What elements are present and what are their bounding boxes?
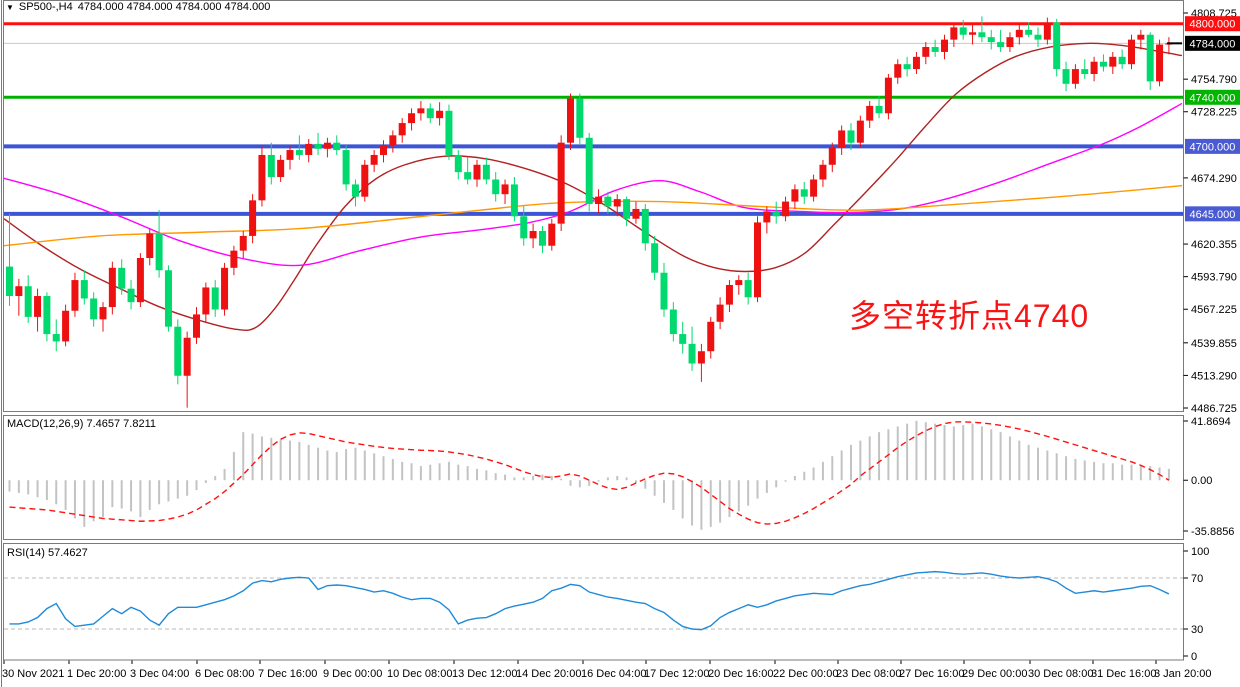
svg-text:22 Dec 00:00: 22 Dec 00:00 (773, 668, 838, 680)
candles-layer (6, 16, 1173, 408)
svg-text:4674.290: 4674.290 (1191, 173, 1237, 185)
macd-signal-line (9, 421, 1170, 525)
svg-text:4784.000: 4784.000 (1190, 38, 1236, 50)
rsi-panel[interactable] (4, 570, 1183, 631)
svg-text:20 Dec 16:00: 20 Dec 16:00 (708, 668, 773, 680)
svg-text:17 Dec 12:00: 17 Dec 12:00 (644, 668, 709, 680)
price-badge-4800.000 (1185, 16, 1240, 32)
svg-text:0.00: 0.00 (1191, 475, 1212, 487)
price-badge-4784.000 (1185, 35, 1240, 51)
price-badge-4645.000 (1185, 206, 1240, 222)
price-badge-4700.000 (1185, 138, 1240, 154)
svg-text:4754.790: 4754.790 (1191, 74, 1237, 86)
svg-text:4567.225: 4567.225 (1191, 304, 1237, 316)
svg-text:4800.000: 4800.000 (1190, 19, 1236, 31)
ma-fast (4, 42, 1183, 331)
symbol-dropdown-icon[interactable]: ▼ (6, 2, 14, 12)
ohlc-values: 4784.000 4784.000 4784.000 4784.000 (77, 1, 271, 13)
svg-text:4593.790: 4593.790 (1191, 272, 1237, 284)
chart-annotation[interactable]: 多空转折点4740 (849, 298, 1090, 334)
svg-text:4620.355: 4620.355 (1191, 239, 1237, 251)
svg-text:9 Dec 00:00: 9 Dec 00:00 (323, 668, 382, 680)
svg-text:41.8694: 41.8694 (1191, 416, 1231, 428)
svg-text:23 Dec 08:00: 23 Dec 08:00 (836, 668, 901, 680)
price-badge-4740.000 (1185, 89, 1240, 105)
svg-text:-35.8856: -35.8856 (1191, 526, 1234, 538)
svg-text:100: 100 (1191, 546, 1209, 558)
svg-text:1 Dec 20:00: 1 Dec 20:00 (67, 668, 126, 680)
svg-text:4728.225: 4728.225 (1191, 107, 1237, 119)
svg-text:70: 70 (1191, 573, 1203, 585)
svg-text:4486.725: 4486.725 (1191, 403, 1237, 415)
svg-text:31 Dec 16:00: 31 Dec 16:00 (1091, 668, 1156, 680)
svg-text:4740.000: 4740.000 (1190, 92, 1236, 104)
svg-text:0: 0 (1191, 651, 1197, 663)
main-price-panel[interactable] (4, 16, 1183, 408)
svg-text:10 Dec 08:00: 10 Dec 08:00 (387, 668, 452, 680)
panel-frames (1, 0, 1184, 687)
svg-text:16 Dec 04:00: 16 Dec 04:00 (581, 668, 646, 680)
svg-text:13 Dec 12:00: 13 Dec 12:00 (452, 668, 517, 680)
svg-text:4645.000: 4645.000 (1190, 209, 1236, 221)
svg-text:4700.000: 4700.000 (1190, 141, 1236, 153)
svg-text:4513.290: 4513.290 (1191, 370, 1237, 382)
macd-indicator-label: MACD(12,26,9) 7.4657 7.8211 (7, 418, 156, 430)
rsi-line (9, 570, 1170, 631)
ma-mid (4, 102, 1183, 267)
svg-text:27 Dec 16:00: 27 Dec 16:00 (899, 668, 964, 680)
svg-text:7 Dec 16:00: 7 Dec 16:00 (258, 668, 317, 680)
macd-panel[interactable] (8, 420, 1170, 530)
svg-text:30 Nov 2021: 30 Nov 2021 (2, 668, 64, 680)
chart-title: ▼ SP500-,H4 4784.000 4784.000 4784.000 4… (6, 1, 270, 13)
svg-text:4539.855: 4539.855 (1191, 338, 1237, 350)
rsi-indicator-label: RSI(14) 57.4627 (7, 547, 88, 559)
symbol-label: SP500-,H4 (18, 1, 73, 13)
svg-text:6 Dec 08:00: 6 Dec 08:00 (195, 668, 254, 680)
svg-text:3 Dec 04:00: 3 Dec 04:00 (130, 668, 189, 680)
svg-text:29 Dec 00:00: 29 Dec 00:00 (962, 668, 1027, 680)
time-axis[interactable]: 30 Nov 2021 1 Dec 20:00 3 Dec 04:00 6 Dec 0… (2, 660, 1212, 681)
svg-text:30 Dec 08:00: 30 Dec 08:00 (1028, 668, 1093, 680)
svg-text:3 Jan 20:00: 3 Jan 20:00 (1154, 668, 1212, 680)
svg-text:14 Dec 20:00: 14 Dec 20:00 (516, 668, 581, 680)
price-axis[interactable]: 4808.7254754.7904728.2254674.2904620.355… (1183, 8, 1240, 663)
svg-text:30: 30 (1191, 624, 1203, 636)
